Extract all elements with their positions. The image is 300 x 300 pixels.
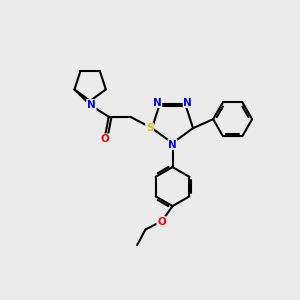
Text: N: N [153, 98, 162, 107]
Text: N: N [87, 100, 96, 110]
Text: N: N [168, 140, 177, 150]
Text: S: S [146, 123, 153, 133]
Text: O: O [101, 134, 110, 144]
Text: N: N [183, 98, 192, 107]
Text: N: N [87, 100, 96, 110]
Text: O: O [157, 217, 166, 227]
